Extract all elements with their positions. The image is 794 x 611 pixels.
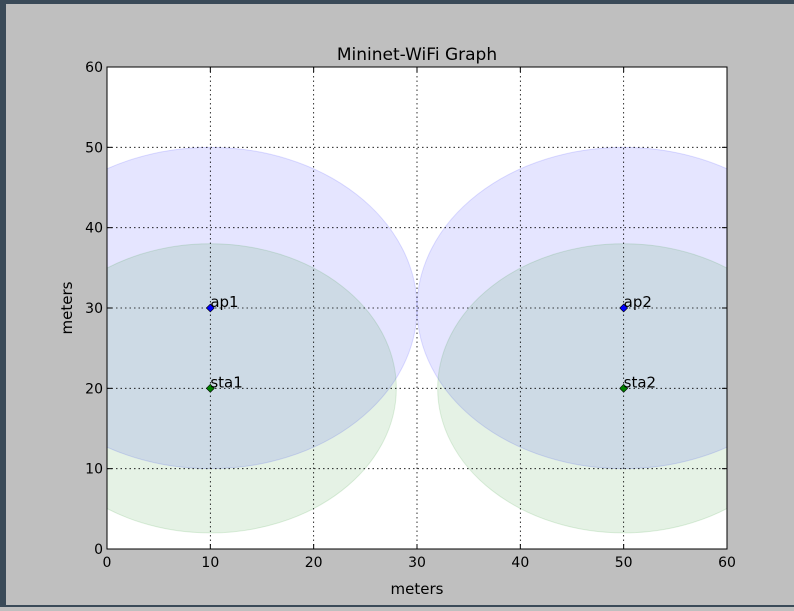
node-marker-sta2 (619, 383, 629, 393)
x-tick-label-40: 40 (511, 555, 529, 571)
x-tick-label-0: 0 (103, 555, 112, 571)
y-tick-label-40: 40 (85, 221, 103, 237)
y-tick-label-0: 0 (94, 542, 103, 558)
node-marker-ap1 (205, 303, 215, 313)
node-label-ap1: ap1 (210, 293, 238, 311)
y-tick-label-30: 30 (85, 301, 103, 317)
node-marker-sta1 (205, 383, 215, 393)
x-tick-label-10: 10 (201, 555, 219, 571)
x-tick-label-30: 30 (408, 555, 426, 571)
y-tick-label-50: 50 (85, 140, 103, 156)
x-tick-label-60: 60 (718, 555, 736, 571)
x-tick-label-50: 50 (615, 555, 633, 571)
y-tick-label-60: 60 (85, 60, 103, 76)
node-label-sta1: sta1 (210, 373, 242, 391)
grid-lines (107, 67, 727, 549)
x-tick-label-20: 20 (305, 555, 323, 571)
x-axis-label: meters (391, 580, 444, 598)
y-axis-label: meters (58, 281, 76, 334)
mininet-wifi-graph-chart: 0 10 20 30 40 50 60 0 10 20 30 40 50 60 ap1 ap2 sta1 sta… (58, 45, 736, 598)
node-label-ap2: ap2 (624, 293, 652, 311)
y-tick-label-20: 20 (85, 381, 103, 397)
node-markers: ap1 ap2 sta1 sta2 (205, 293, 656, 393)
axis-ticks: 0 10 20 30 40 50 60 0 10 20 30 40 50 60 (85, 60, 736, 571)
node-label-sta2: sta2 (624, 373, 656, 391)
y-tick-label-10: 10 (85, 462, 103, 478)
chart-title: Mininet-WiFi Graph (337, 45, 497, 65)
node-marker-ap2 (619, 303, 629, 313)
